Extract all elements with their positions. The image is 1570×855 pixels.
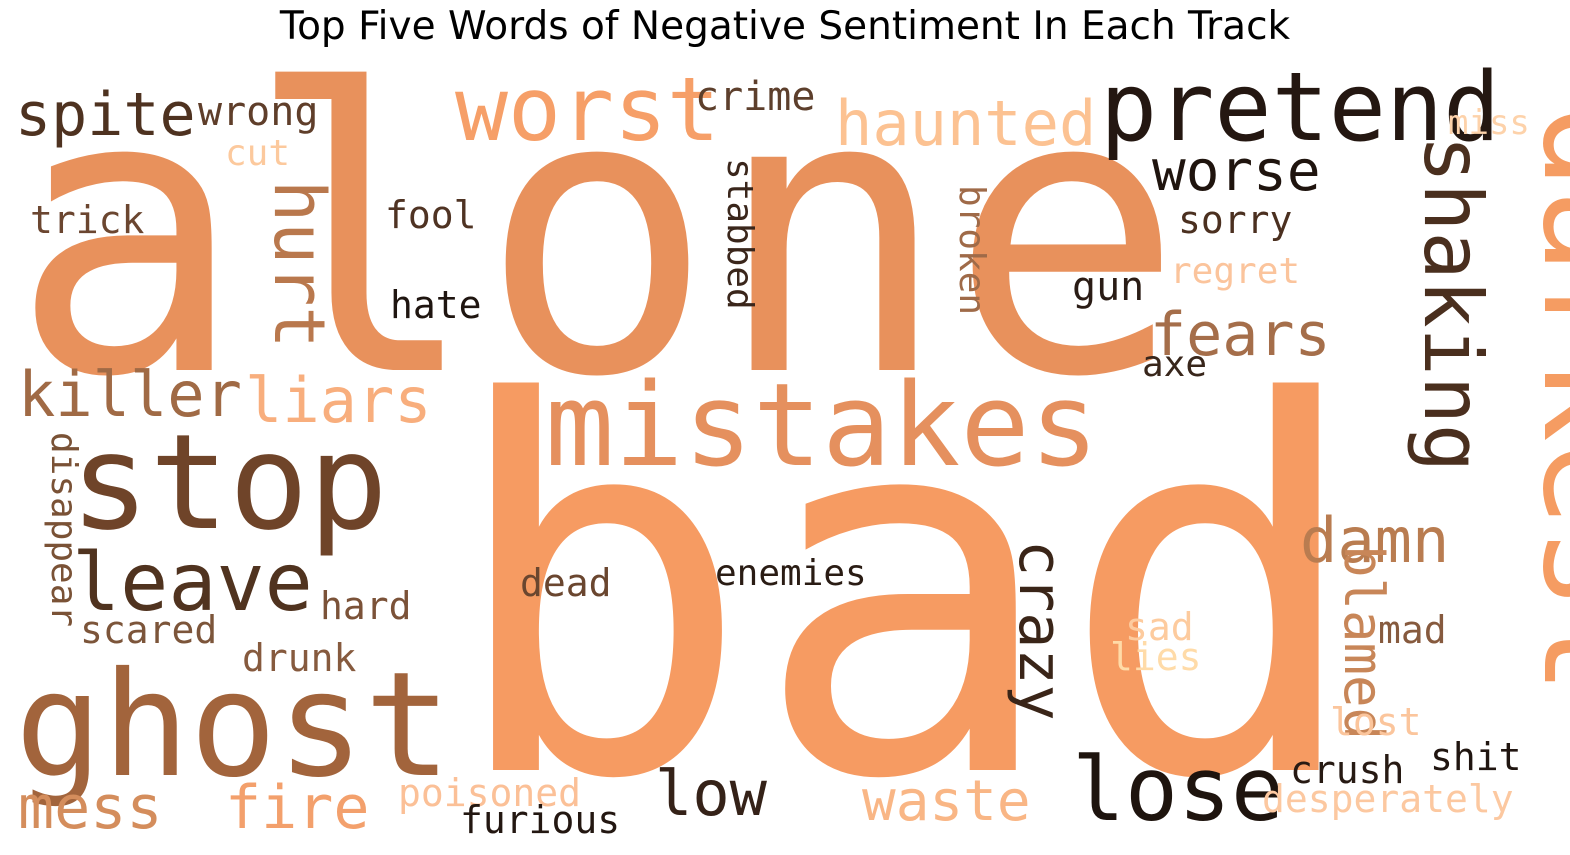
word-disappear: disappear xyxy=(43,432,84,627)
word-shit: shit xyxy=(1430,735,1522,779)
word-broken: broken xyxy=(951,185,992,315)
word-desperately: desperately xyxy=(1262,777,1514,821)
word-spite: spite xyxy=(15,80,196,150)
word-drunk: drunk xyxy=(242,636,357,680)
word-wrong: wrong xyxy=(198,89,318,135)
word-enemies: enemies xyxy=(715,553,867,594)
word-fire: fire xyxy=(225,773,370,843)
word-crazy: crazy xyxy=(1005,540,1075,721)
word-waste: waste xyxy=(862,769,1031,834)
word-fears: fears xyxy=(1150,300,1331,370)
word-worse: worse xyxy=(1152,139,1321,204)
word-darkest: darkest xyxy=(1511,105,1570,695)
word-stabbed: stabbed xyxy=(719,158,760,310)
word-mad: mad xyxy=(1378,608,1447,652)
word-ghost: ghost xyxy=(15,641,452,810)
word-trick: trick xyxy=(30,198,145,242)
word-dead: dead xyxy=(520,561,612,605)
word-bad: bad xyxy=(445,298,1366,855)
chart-title: Top Five Words of Negative Sentiment In … xyxy=(279,4,1291,49)
word-lies: lies xyxy=(1110,635,1202,679)
word-mistakes: mistakes xyxy=(545,359,1099,493)
word-blamed: blamed xyxy=(1332,545,1395,740)
word-sad: sad xyxy=(1125,605,1194,649)
word-killer: killer xyxy=(18,358,242,431)
word-worst: worst xyxy=(455,58,720,161)
word-furious: furious xyxy=(460,798,620,842)
word-haunted: haunted xyxy=(835,87,1096,160)
word-leave: leave xyxy=(72,536,313,629)
word-damn: damn xyxy=(1300,504,1449,577)
word-poisoned: poisoned xyxy=(398,771,581,815)
word-mess: mess xyxy=(18,773,163,843)
word-axe: axe xyxy=(1142,344,1207,385)
word-low: low xyxy=(655,757,768,830)
word-miss: miss xyxy=(1448,103,1530,143)
word-shaking: shaking xyxy=(1406,135,1499,472)
word-crime: crime xyxy=(695,74,815,120)
word-hurt: hurt xyxy=(258,180,340,349)
word-lose: lose xyxy=(1072,738,1284,841)
word-regret: regret xyxy=(1170,251,1300,292)
word-hate: hate xyxy=(390,283,482,327)
word-crush: crush xyxy=(1290,748,1404,792)
word-alone: alone xyxy=(10,8,1184,462)
word-stop: stop xyxy=(70,406,388,560)
word-liars: liars xyxy=(245,364,432,437)
word-cut: cut xyxy=(225,133,290,174)
word-scared: scared xyxy=(80,608,217,652)
word-fool: fool xyxy=(385,193,477,237)
word-pretend: pretend xyxy=(1100,53,1500,163)
word-hard: hard xyxy=(320,584,412,628)
word-sorry: sorry xyxy=(1178,198,1292,242)
word-lost: lost xyxy=(1330,700,1422,744)
word-gun: gun xyxy=(1072,264,1144,310)
